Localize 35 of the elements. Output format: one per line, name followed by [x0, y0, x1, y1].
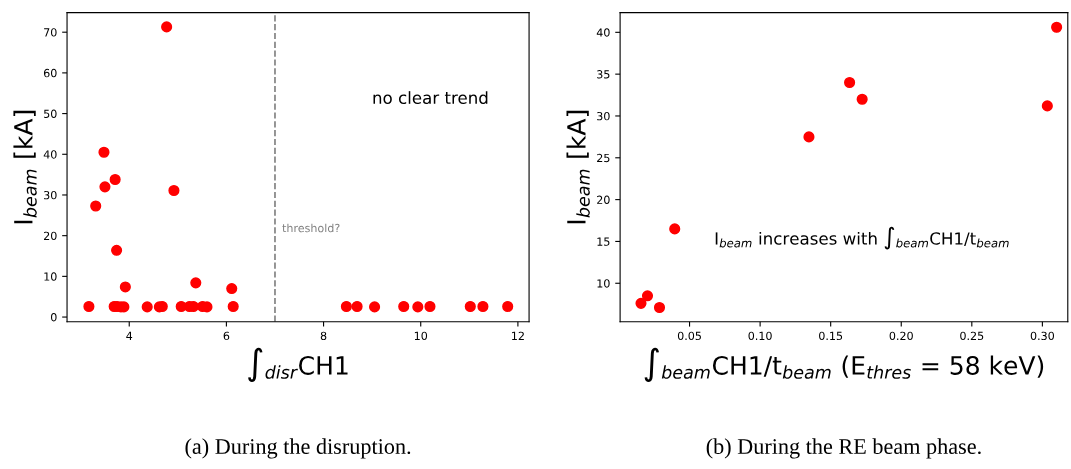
- x-tick-label: 0.30: [1030, 331, 1055, 341]
- y-tick-label: 40: [43, 150, 57, 159]
- y-axis-title: I$_{beam}$ [kA]: [566, 110, 590, 224]
- x-axis-title: ∫$_{beam}$CH1/t$_{beam}$ (E$_{thres}$ = 58 keV): [644, 347, 1044, 383]
- y-tick-label: 50: [44, 109, 57, 118]
- y-tick-label: 25: [597, 153, 610, 163]
- y-tick-label: 20: [44, 231, 57, 241]
- y-axis-title: I$_{beam}$ [kA]: [13, 110, 37, 224]
- y-tick-label: 30: [597, 111, 610, 121]
- y-tick-label: 70: [44, 28, 57, 37]
- y-tick-label: 15: [597, 237, 610, 246]
- y-tick-label: 30: [44, 190, 57, 200]
- annotation: I$_{beam}$ increases with ∫$_{beam}$CH1/t$_{beam}$: [715, 226, 1009, 250]
- text: (a) During the disruption.: [185, 438, 411, 459]
- x-tick-label: 0.05: [677, 331, 701, 341]
- y-tick-label: 60: [43, 68, 57, 78]
- x-tick-label: 6: [223, 331, 230, 341]
- y-tick-label: 35: [597, 70, 610, 79]
- x-tick-label: 12: [512, 331, 524, 340]
- x-tick-label: 0.25: [960, 331, 984, 341]
- ref-line-label: threshold?: [282, 223, 340, 233]
- x-axis-title: ∫$_{disr}$CH1: [248, 347, 348, 383]
- x-tick-label: 8: [320, 331, 327, 341]
- x-tick-label: 0.20: [889, 331, 913, 341]
- y-tick-label: 10: [44, 272, 57, 281]
- annotation: no clear trend: [373, 91, 488, 105]
- x-tick-label: 0.10: [748, 331, 772, 341]
- x-tick-label: 4: [126, 331, 133, 340]
- x-tick-label: 0.15: [819, 331, 843, 341]
- x-tick-label: 10: [414, 331, 428, 341]
- y-tick-label: 20: [597, 195, 610, 204]
- y-tick-label: 0: [50, 313, 57, 322]
- y-tick-label: 10: [597, 279, 610, 288]
- text: (b) During the RE beam phase.: [706, 438, 981, 459]
- y-tick-label: 40: [596, 28, 610, 37]
